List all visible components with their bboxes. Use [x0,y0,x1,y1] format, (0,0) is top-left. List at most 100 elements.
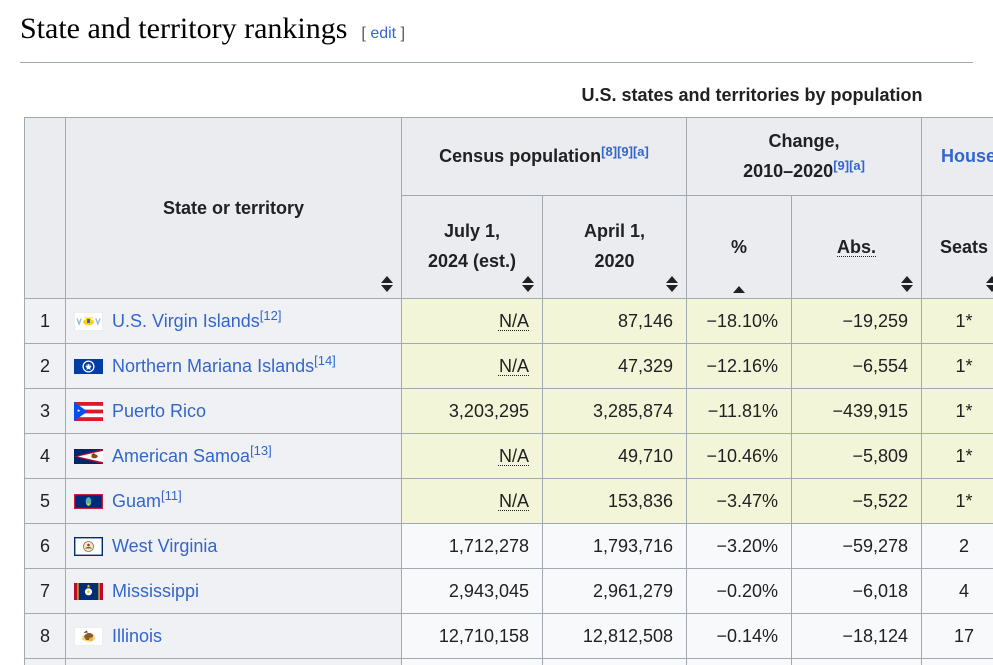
flag-icon-northern-mariana-islands[interactable] [74,359,103,375]
column-header-absolute-change[interactable]: Abs. [791,195,923,299]
rank-cell: 7 [24,568,66,614]
percent-change-cell: −0.20% [686,568,793,614]
reference-link[interactable]: [13] [250,443,272,458]
flag-icon-west-virginia[interactable] [74,537,103,557]
change-refs: [9][a] [833,158,865,181]
pop-2024-cell: 1,712,278 [401,523,543,569]
flag-icon-american-samoa[interactable] [74,449,103,465]
rank-cell: 8 [24,613,66,659]
sort-both-icon [522,276,534,292]
reference-link[interactable]: [a] [632,143,649,159]
rank-cell [24,658,66,665]
state-cell [65,658,402,665]
reference-link[interactable]: [8] [601,143,618,159]
absolute-change-cell: −59,278 [791,523,923,569]
pop-2020-cell: 47,329 [541,343,688,389]
percent-change-cell: −11.81% [686,388,793,434]
na-abbreviation: N/A [498,310,529,331]
state-cell: American Samoa[13] [65,433,402,479]
page-title: State and territory rankings [20,12,348,45]
pop-2024-cell: N/A [401,433,543,479]
house-seats-link[interactable]: House seats [941,146,993,167]
flag-icon-illinois[interactable] [74,627,103,647]
census-group-label: Census population [439,146,602,167]
flag-icon-us-virgin-islands[interactable] [74,312,103,332]
sort-both-icon [901,276,914,292]
seats-cell: 1* [921,298,993,344]
column-header-seats[interactable]: Seats [921,195,993,299]
reference-link[interactable]: [a] [849,158,865,173]
july-line1: July 1, [443,221,501,242]
column-header-july-2024[interactable]: July 1, 2024 (est.) [401,195,543,299]
percent-change-cell: −3.20% [686,523,793,569]
clipped-cell [541,658,688,665]
edit-bracket-close: ] [400,25,406,42]
na-abbreviation: N/A [498,490,529,511]
reference-link[interactable]: [9] [833,158,850,173]
population-table: State or territory Census population[8][… [24,117,993,665]
absolute-change-cell: −6,554 [791,343,923,389]
state-link[interactable]: Illinois [112,625,163,646]
april-line1: April 1, [584,221,646,242]
column-header-rank [24,117,66,299]
state-cell: West Virginia [65,523,402,569]
table-row: 8 Illinois 12,710,158 12,812,508 −0.14% −18,1… [24,613,993,659]
pop-2020-cell: 3,285,874 [541,388,688,434]
rank-cell: 1 [24,298,66,344]
reference-link[interactable]: [14] [314,353,336,368]
reference-link[interactable]: [11] [161,488,182,503]
state-cell: Northern Mariana Islands[14] [65,343,402,389]
state-link[interactable]: U.S. Virgin Islands [112,310,260,331]
clipped-cell [791,658,923,665]
percent-change-cell: −3.47% [686,478,793,524]
april-line2: 2020 [594,251,635,271]
state-cell: Guam[11] [65,478,402,524]
pop-2024-cell: N/A [401,343,543,389]
flag-icon-mississippi[interactable] [74,583,103,601]
clipped-cell [921,658,993,665]
pop-2020-cell: 153,836 [541,478,688,524]
rank-cell: 5 [24,478,66,524]
column-header-percent-change[interactable]: % [686,195,793,299]
pop-2020-cell: 2,961,279 [541,568,688,614]
rank-cell: 2 [24,343,66,389]
state-link[interactable]: Mississippi [112,580,200,601]
state-link[interactable]: West Virginia [112,535,218,556]
seats-cell: 1* [921,433,993,479]
state-cell: Puerto Rico [65,388,402,434]
reference-link[interactable]: [12] [259,308,282,323]
column-header-april-2020[interactable]: April 1, 2020 [541,195,688,299]
absolute-change-cell: −19,259 [791,298,923,344]
state-cell: U.S. Virgin Islands[12] [65,298,402,344]
column-group-house-seats[interactable]: House seats [921,117,993,196]
flag-icon-guam[interactable] [74,494,103,510]
na-abbreviation: N/A [498,355,529,376]
table-row: 5 Guam[11] N/A 153,836 −3.47% −5,522 1* [24,478,993,524]
seats-cell: 4 [921,568,993,614]
edit-link[interactable]: edit [370,25,397,42]
july-line2: 2024 (est.) [427,251,517,271]
state-link[interactable]: Puerto Rico [112,400,207,421]
table-row: 3 Puerto Rico 3,203,295 3,285,874 −11.81% −43… [24,388,993,434]
reference-link[interactable]: [9] [617,143,633,159]
rank-cell: 6 [24,523,66,569]
percent-change-cell: −10.46% [686,433,793,479]
table-row: 1 U.S. Virgin Islands[12] N/A 87,146 −18.10%… [24,298,993,344]
flag-icon-puerto-rico[interactable] [74,402,103,422]
section-heading: State and territory rankings [ edit ] [20,8,973,63]
change-group-line2: 2010–2020 [743,160,834,181]
percent-change-cell: −0.14% [686,613,793,659]
seats-cell: 2 [921,523,993,569]
state-link[interactable]: American Samoa [112,445,251,466]
column-header-state-or-territory[interactable]: State or territory [65,117,402,299]
rank-cell: 4 [24,433,66,479]
state-link[interactable]: Northern Mariana Islands [112,355,315,376]
percent-change-cell: −12.16% [686,343,793,389]
sort-both-icon [381,276,393,292]
sort-both-icon [666,276,679,292]
pop-2024-cell: 12,710,158 [401,613,543,659]
state-link[interactable]: Guam [112,490,162,511]
pop-2024-cell: 3,203,295 [401,388,543,434]
absolute-change-cell: −5,522 [791,478,923,524]
pop-2020-cell: 12,812,508 [541,613,688,659]
